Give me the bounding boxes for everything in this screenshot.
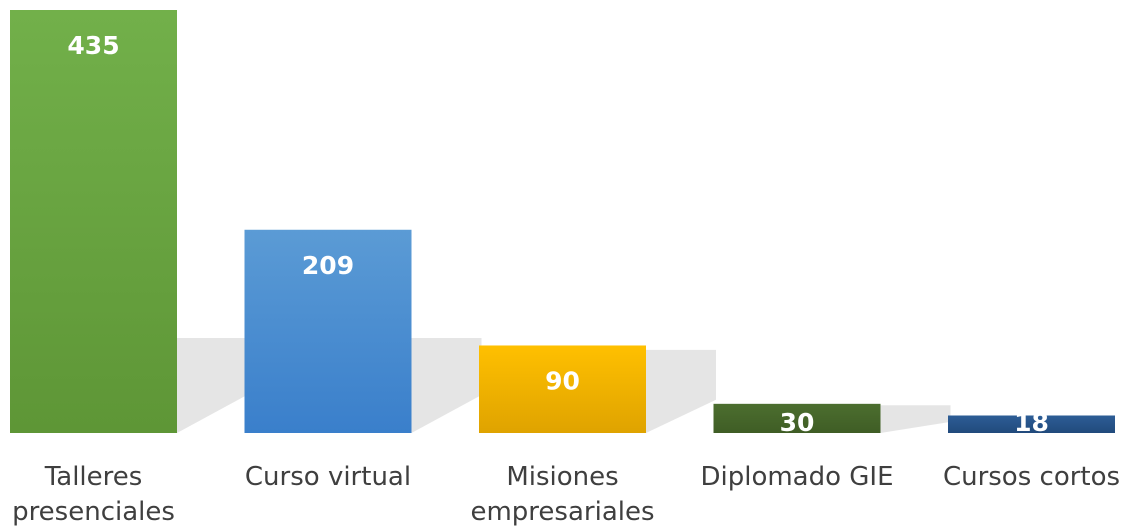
bar xyxy=(713,403,881,433)
value-labels: 435 209 90 30 18 xyxy=(67,31,1048,437)
bars xyxy=(10,10,1115,433)
category-label: Diplomado GIE xyxy=(700,462,893,492)
bar xyxy=(479,345,646,433)
bar xyxy=(948,415,1115,433)
data-label: 209 xyxy=(302,251,354,280)
data-label: 90 xyxy=(545,366,580,395)
category-label: Cursos cortos xyxy=(943,462,1120,492)
bar-shadows xyxy=(177,338,951,433)
data-label: 30 xyxy=(780,408,815,437)
category-labels: Talleres presenciales Curso virtual Misione… xyxy=(12,462,1120,527)
data-label: 435 xyxy=(67,31,119,60)
bar xyxy=(244,229,412,433)
data-label: 18 xyxy=(1014,408,1049,437)
bar xyxy=(10,10,177,433)
bar-shadow xyxy=(880,405,951,433)
category-label: Curso virtual xyxy=(245,462,411,492)
bar-shadow xyxy=(646,349,716,433)
category-label: Misiones empresariales xyxy=(470,462,654,527)
category-label: Talleres presenciales xyxy=(12,462,175,527)
bar-shadow xyxy=(411,338,482,433)
bar-shadow xyxy=(177,338,247,433)
